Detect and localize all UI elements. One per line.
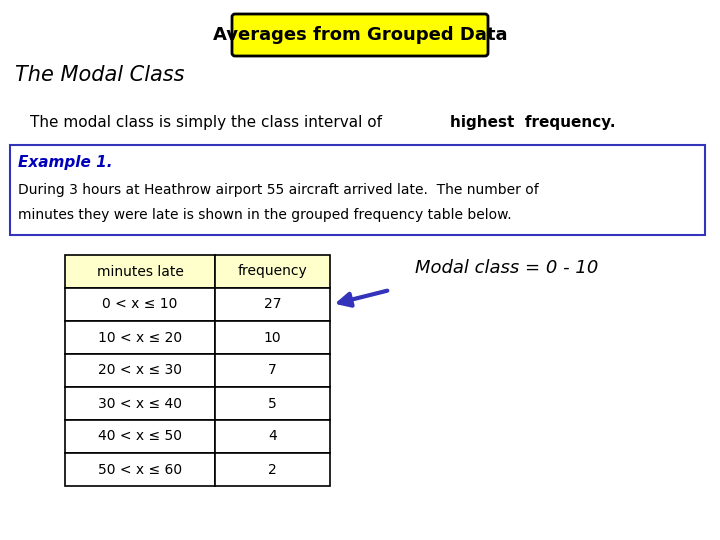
Text: highest  frequency.: highest frequency. — [450, 114, 616, 130]
Bar — [10, 145, 705, 235]
Text: During 3 hours at Heathrow airport 55 aircraft arrived late.  The number of: During 3 hours at Heathrow airport 55 ai… — [18, 183, 539, 197]
Bar — [215, 420, 330, 453]
Text: 4: 4 — [268, 429, 277, 443]
Text: frequency: frequency — [238, 265, 307, 279]
Bar — [65, 387, 215, 420]
Text: 5: 5 — [268, 396, 277, 410]
Text: 20 < x ≤ 30: 20 < x ≤ 30 — [98, 363, 182, 377]
Bar — [215, 387, 330, 420]
Bar — [65, 354, 215, 387]
Text: The Modal Class: The Modal Class — [15, 65, 184, 85]
Text: 0 < x ≤ 10: 0 < x ≤ 10 — [102, 298, 178, 312]
Bar — [215, 255, 330, 288]
Bar — [65, 420, 215, 453]
Text: 2: 2 — [268, 462, 277, 476]
Text: 27: 27 — [264, 298, 282, 312]
Text: 50 < x ≤ 60: 50 < x ≤ 60 — [98, 462, 182, 476]
Bar — [65, 255, 215, 288]
Bar — [215, 354, 330, 387]
Text: 10 < x ≤ 20: 10 < x ≤ 20 — [98, 330, 182, 345]
Text: 40 < x ≤ 50: 40 < x ≤ 50 — [98, 429, 182, 443]
FancyBboxPatch shape — [232, 14, 488, 56]
Bar — [215, 453, 330, 486]
Text: minutes they were late is shown in the grouped frequency table below.: minutes they were late is shown in the g… — [18, 208, 512, 222]
Bar — [65, 321, 215, 354]
Text: 10: 10 — [264, 330, 282, 345]
Text: The modal class is simply the class interval of: The modal class is simply the class inte… — [30, 114, 387, 130]
Text: 30 < x ≤ 40: 30 < x ≤ 40 — [98, 396, 182, 410]
Bar — [215, 288, 330, 321]
Text: Averages from Grouped Data: Averages from Grouped Data — [212, 26, 508, 44]
Bar — [65, 453, 215, 486]
Bar — [65, 288, 215, 321]
Text: 7: 7 — [268, 363, 277, 377]
Text: minutes late: minutes late — [96, 265, 184, 279]
Bar — [215, 321, 330, 354]
Text: Example 1.: Example 1. — [18, 156, 112, 171]
Text: Modal class = 0 - 10: Modal class = 0 - 10 — [415, 259, 598, 277]
